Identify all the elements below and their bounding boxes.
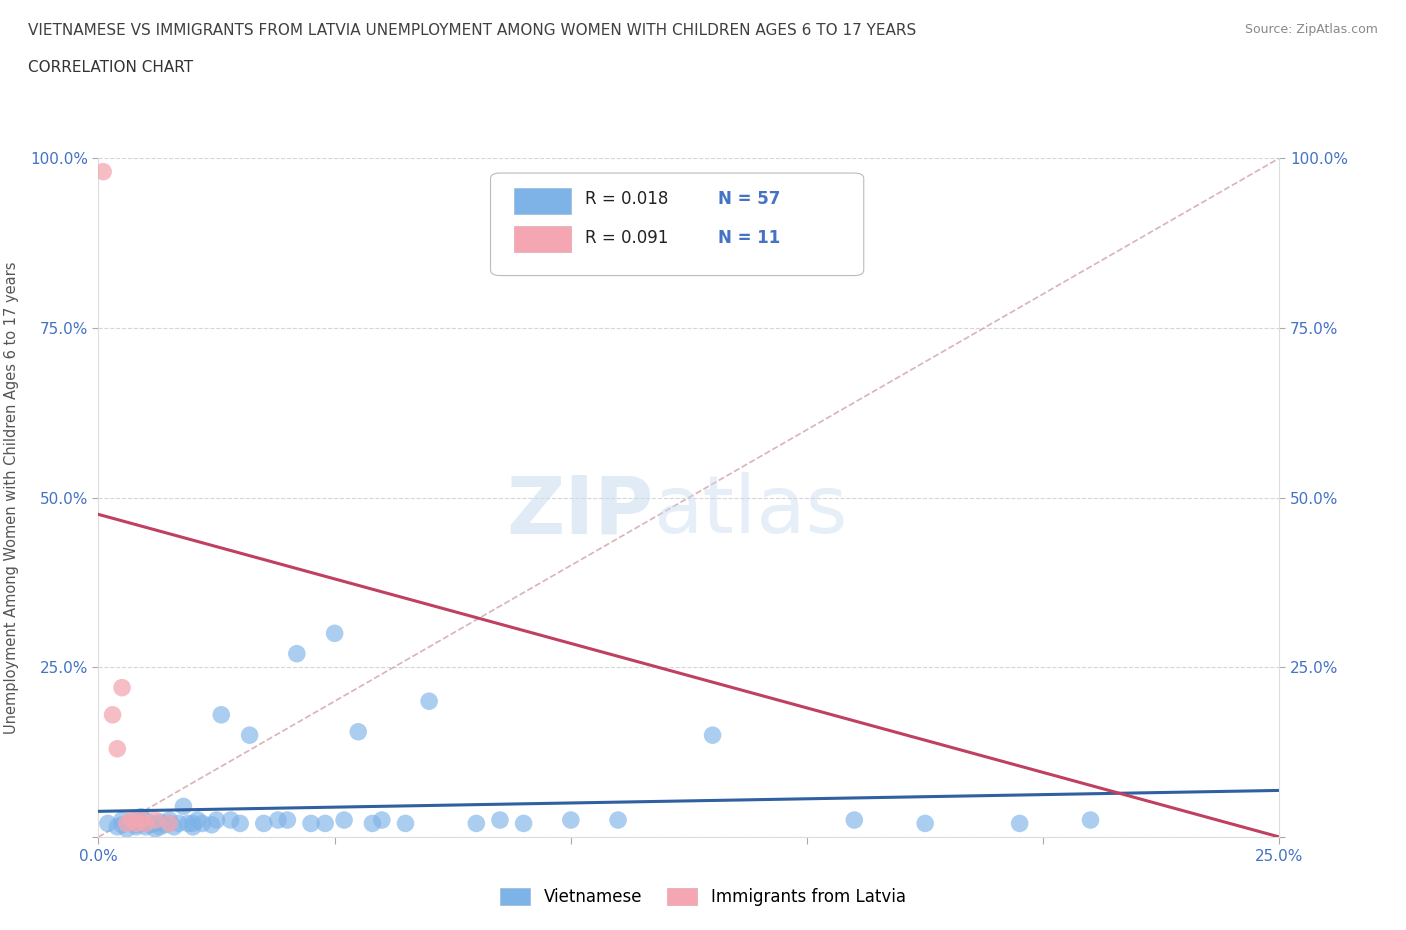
Point	[105, 819, 128, 834]
FancyBboxPatch shape	[491, 173, 863, 275]
Point	[153, 817, 176, 832]
Point	[149, 819, 172, 834]
Point	[394, 816, 416, 830]
Point	[229, 816, 252, 830]
Point	[347, 724, 370, 739]
Text: Source: ZipAtlas.com: Source: ZipAtlas.com	[1244, 23, 1378, 36]
Text: R = 0.091: R = 0.091	[585, 229, 668, 246]
Point	[314, 816, 336, 830]
Point	[115, 821, 138, 836]
Point	[125, 817, 148, 832]
Point	[101, 708, 124, 723]
Point	[121, 815, 143, 830]
Point	[702, 727, 724, 742]
Point	[181, 819, 204, 834]
Point	[418, 694, 440, 709]
Point	[187, 813, 209, 828]
Point	[135, 816, 157, 830]
Text: VIETNAMESE VS IMMIGRANTS FROM LATVIA UNEMPLOYMENT AMONG WOMEN WITH CHILDREN AGES: VIETNAMESE VS IMMIGRANTS FROM LATVIA UNE…	[28, 23, 917, 38]
Text: atlas: atlas	[654, 472, 848, 551]
Point	[512, 816, 534, 830]
Point	[139, 817, 162, 832]
Point	[111, 817, 134, 832]
Point	[157, 816, 180, 830]
Point	[143, 813, 166, 828]
Point	[135, 816, 157, 830]
Point	[125, 816, 148, 830]
Point	[177, 816, 200, 830]
Point	[91, 165, 114, 179]
Point	[205, 813, 228, 828]
Point	[181, 816, 204, 830]
Point	[157, 816, 180, 830]
Point	[201, 817, 224, 832]
Text: CORRELATION CHART: CORRELATION CHART	[28, 60, 193, 75]
Point	[111, 813, 134, 828]
Point	[560, 813, 582, 828]
Point	[1080, 813, 1102, 828]
FancyBboxPatch shape	[515, 188, 571, 214]
Point	[97, 816, 120, 830]
Point	[111, 680, 134, 695]
Point	[239, 727, 262, 742]
Point	[1008, 816, 1031, 830]
Point	[333, 813, 356, 828]
FancyBboxPatch shape	[515, 226, 571, 252]
Point	[143, 821, 166, 836]
Point	[143, 816, 166, 830]
Point	[361, 816, 384, 830]
Point	[299, 816, 322, 830]
Point	[172, 799, 194, 814]
Point	[167, 816, 190, 830]
Point	[465, 816, 488, 830]
Point	[844, 813, 866, 828]
Point	[157, 813, 180, 828]
Point	[129, 813, 152, 828]
Point	[209, 708, 232, 723]
Point	[121, 813, 143, 828]
Point	[129, 809, 152, 824]
Point	[323, 626, 346, 641]
Y-axis label: Unemployment Among Women with Children Ages 6 to 17 years: Unemployment Among Women with Children A…	[4, 261, 18, 734]
Point	[489, 813, 512, 828]
Point	[219, 813, 242, 828]
Point	[285, 646, 308, 661]
Point	[191, 816, 214, 830]
Point	[253, 816, 276, 830]
Point	[163, 819, 186, 834]
Text: R = 0.018: R = 0.018	[585, 190, 668, 207]
Text: ZIP: ZIP	[506, 472, 654, 551]
Text: N = 11: N = 11	[718, 229, 780, 246]
Point	[135, 819, 157, 834]
Point	[607, 813, 630, 828]
Point	[149, 815, 172, 830]
Point	[276, 813, 298, 828]
Point	[125, 819, 148, 834]
Legend: Vietnamese, Immigrants from Latvia: Vietnamese, Immigrants from Latvia	[494, 881, 912, 912]
Point	[135, 813, 157, 828]
Point	[115, 816, 138, 830]
Point	[105, 741, 128, 756]
Text: N = 57: N = 57	[718, 190, 780, 207]
Point	[371, 813, 394, 828]
Point	[267, 813, 290, 828]
Point	[914, 816, 936, 830]
